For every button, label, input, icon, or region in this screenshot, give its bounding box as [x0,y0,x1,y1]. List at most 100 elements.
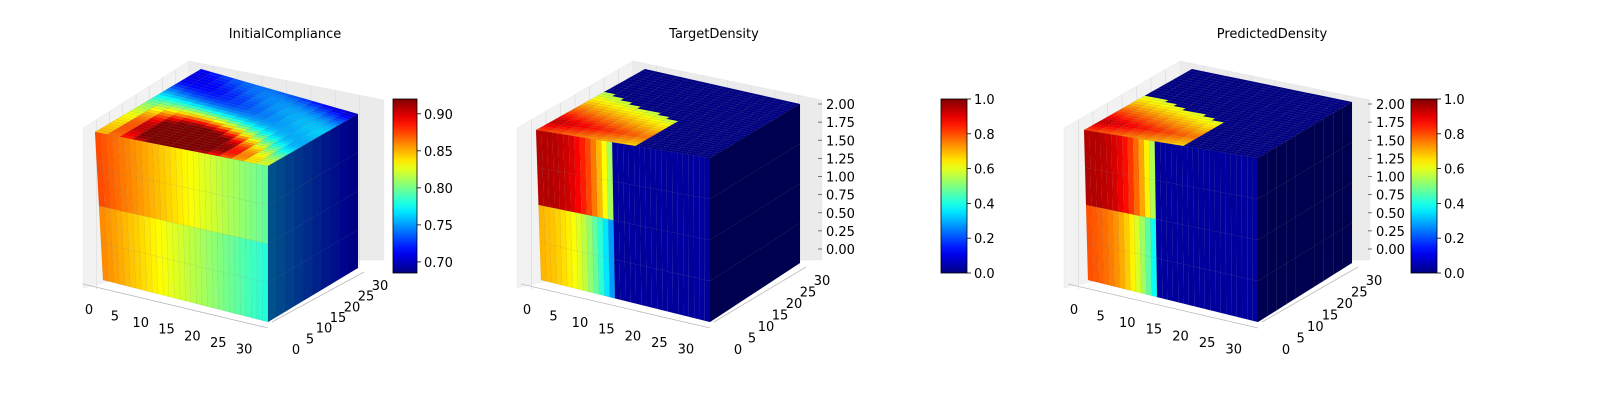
side-face-cell [754,165,765,213]
side-face-cell [781,228,792,276]
x-tick-label: 25 [210,336,227,351]
front-face-cell [688,235,695,278]
front-face-cell [651,267,658,310]
front-face-cell [251,278,258,320]
front-face-cell [677,192,684,235]
side-face-cell [736,176,747,224]
front-face-cell [250,162,257,203]
front-face-cell [239,276,247,317]
front-face-cell [1123,212,1130,253]
side-face-cell [709,274,720,323]
front-face-cell [602,217,610,259]
colorbar-tick-label: 1.0 [1444,93,1465,108]
side-face-cell [1323,153,1334,201]
front-face-cell [205,229,213,270]
y-tick-label: 5 [1297,332,1305,347]
front-face-cell [239,198,246,240]
front-face-cell [677,152,684,195]
front-face-cell [187,187,195,228]
front-face-cell [1160,181,1167,222]
side-face-cell [339,118,350,164]
front-face-cell [666,231,673,273]
front-face-cell [634,184,641,227]
front-face-cell [595,139,603,180]
voxel-cube [94,68,359,323]
front-face-cell [1170,143,1178,185]
front-face-cell [683,274,690,318]
y-tick-label: 25 [1351,286,1368,301]
front-face-cell [1118,249,1126,290]
front-face-cell [1236,194,1243,237]
side-face-cell [1323,234,1334,282]
z-tick-label: 2.00 [1376,98,1405,113]
front-face-cell [262,203,269,245]
side-face-cell [1257,233,1268,282]
side-face-cell [1295,170,1306,218]
front-face-cell [1252,279,1259,323]
side-face-cell [1314,199,1325,247]
side-face-cell [781,188,792,236]
front-face-cell [622,143,630,185]
side-face-cell [321,167,332,213]
front-face-cell [624,261,631,303]
front-face-cell [1236,154,1242,197]
side-face-cell [267,277,278,323]
x-axis-line [1067,283,1259,329]
front-face-cell [1154,141,1161,182]
side-face-cell [1304,124,1315,171]
front-face-cell [661,229,668,272]
subplot-title: InitialCompliance [229,27,342,42]
front-face-cell [1139,215,1146,256]
front-face-cell [704,197,711,241]
side-face-cell [763,240,774,287]
side-face-cell [276,194,287,240]
front-face-cell [1214,150,1221,193]
front-face-cell [1225,273,1232,316]
side-face-cell [763,200,774,247]
front-face-cell [211,231,219,272]
side-face-cell [1276,263,1287,311]
y-tick-label: 25 [358,290,375,305]
colorbar-tick-label: 0.2 [1444,232,1465,247]
front-face-cell [667,271,674,314]
front-face-cell [1177,262,1184,304]
front-face-cell [1182,184,1189,227]
side-face-cell [285,150,296,195]
front-face-cell [677,233,684,276]
x-axis-line [82,283,269,329]
front-face-cell [1230,234,1237,277]
front-face-cell [1143,139,1151,180]
front-face-cell [644,147,651,189]
z-tick-label: 1.75 [826,116,855,131]
front-face-cell [256,241,263,282]
side-face-cell [267,238,278,284]
side-face-cell [763,159,774,207]
front-face-cell [1236,275,1243,319]
front-face-cell [1197,148,1205,190]
colorbar-tick-label: 0.6 [1444,163,1465,178]
side-face-cell [745,211,756,259]
side-face-cell [1257,192,1268,241]
x-tick-label: 0 [85,303,93,318]
x-tick-label: 20 [625,329,642,344]
side-face-cell [330,239,341,285]
front-face-cell [699,278,705,321]
side-face-cell [339,234,350,280]
front-face-cell [1127,136,1134,177]
front-face-cell [1124,250,1131,291]
x-axis-line [520,283,711,329]
y-axis-line [1261,266,1359,323]
front-face-cell [699,196,705,240]
front-face-cell [640,225,647,267]
front-face-cell [1182,263,1190,306]
front-face-cell [693,195,700,239]
front-face-cell [223,272,230,313]
front-face-cell [1171,183,1178,224]
front-face-cell [245,238,252,280]
colorbar-gradient [940,98,968,274]
x-tick-label: 15 [1146,323,1163,338]
z-tick-label: 0.75 [1376,189,1405,204]
side-face-cell [1285,257,1296,305]
x-tick-label: 25 [1199,336,1216,351]
